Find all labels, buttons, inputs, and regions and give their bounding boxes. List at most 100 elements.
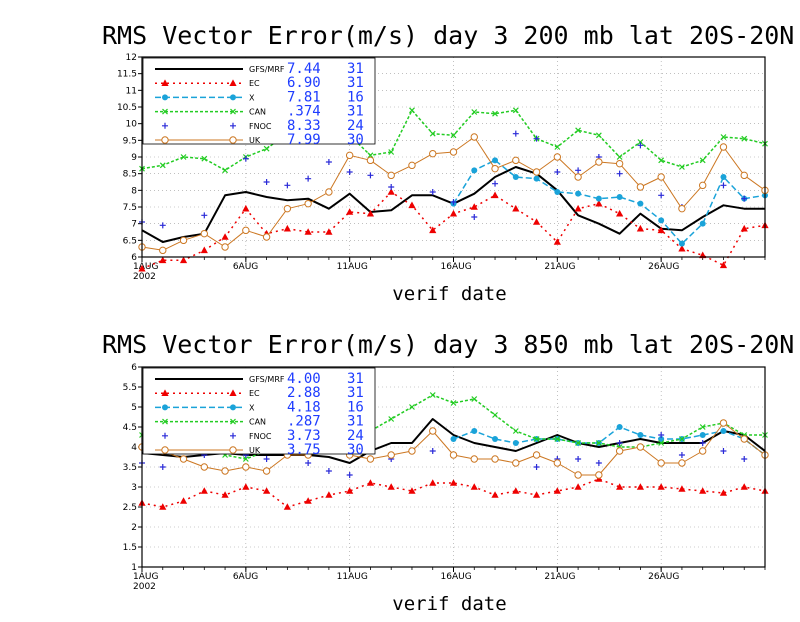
data-point (179, 256, 188, 264)
data-point (637, 139, 644, 145)
data-point (159, 464, 166, 470)
legend-box (142, 57, 376, 145)
legend-entry: FNOC 8.33 24 (162, 118, 364, 134)
plot-frame (141, 366, 766, 568)
data-point (679, 436, 685, 442)
x-tick-label: 1AUG (133, 572, 158, 582)
data-point (409, 107, 415, 114)
plot-frame (141, 56, 766, 258)
data-point (159, 222, 166, 229)
legend-entry: GFS/MRF 7.44 31 (155, 61, 364, 77)
data-point (512, 174, 519, 180)
x-tick-label: 21AUG (544, 262, 575, 272)
legend-marker (230, 122, 236, 129)
legend-marker (161, 136, 169, 144)
data-point (470, 455, 478, 463)
legend-marker (230, 108, 236, 115)
data-point (449, 451, 458, 459)
data-point (283, 503, 291, 510)
data-point (678, 485, 686, 492)
data-point (305, 175, 312, 182)
legend-series-name: X (249, 93, 255, 102)
data-point (388, 149, 395, 155)
data-point (221, 233, 229, 240)
data-point (325, 468, 332, 474)
data-point (325, 228, 333, 235)
x-tick-label: 11AUG (337, 262, 368, 272)
data-point (471, 396, 478, 402)
series-uk (138, 133, 769, 255)
data-point (699, 440, 706, 446)
legend-series-mean: .374 (287, 104, 321, 120)
data-point (658, 440, 665, 446)
legend-marker (229, 79, 237, 86)
y-tick-label: 9.5 (123, 136, 137, 146)
x-tick-label: 6AUG (233, 262, 258, 272)
y-tick-label: 11 (126, 86, 137, 96)
data-point (262, 467, 271, 475)
data-point (221, 491, 229, 498)
plot-area (138, 107, 769, 272)
data-point (657, 226, 665, 234)
data-point (553, 487, 561, 494)
data-point (346, 472, 353, 478)
data-point (616, 194, 623, 200)
data-point (720, 134, 727, 140)
data-point (450, 436, 457, 442)
legend-series-mean: 3.73 (287, 428, 321, 444)
legend-marker (161, 446, 169, 454)
data-point (740, 483, 748, 490)
data-point (616, 440, 623, 446)
legend-series-count: 31 (347, 75, 364, 91)
data-point (575, 167, 582, 174)
data-point (222, 167, 228, 174)
legend-series-count: 24 (347, 428, 364, 444)
data-point (678, 204, 686, 213)
data-point (429, 189, 436, 195)
data-point (200, 487, 208, 494)
data-point (449, 479, 458, 486)
chart-panel-1: RMS Vector Error(m/s) day 3 200 mb lat 2… (102, 21, 794, 305)
legend-series-name: X (249, 403, 255, 412)
data-point (429, 427, 437, 435)
data-point (346, 169, 353, 175)
legend-series-name: GFS/MRF (249, 375, 285, 384)
data-point (367, 152, 374, 159)
legend-marker (229, 446, 237, 454)
legend-entry: UK 3.75 30 (155, 442, 364, 458)
data-point (387, 188, 395, 195)
data-point (512, 428, 519, 434)
y-tick-label: 12 (126, 53, 137, 63)
data-point (429, 149, 437, 158)
data-point (699, 447, 707, 455)
chart-title: RMS Vector Error(m/s) day 3 200 mb lat 2… (102, 21, 794, 50)
data-point (408, 447, 416, 455)
data-point (471, 214, 478, 220)
series-line (453, 426, 766, 456)
data-point (553, 459, 562, 467)
legend-series-count: 30 (347, 442, 364, 458)
data-point (304, 497, 312, 504)
data-point (346, 487, 354, 494)
legend-series-count: 16 (347, 89, 364, 105)
legend-series-count: 31 (347, 414, 364, 430)
y-tick-label: 3 (131, 483, 137, 493)
data-point (720, 182, 727, 189)
legend-series-mean: 8.33 (287, 118, 321, 134)
data-point (678, 459, 686, 467)
x-tick-label: 26AUG (648, 572, 679, 582)
y-tick-label: 1.5 (123, 543, 137, 553)
data-point (200, 229, 209, 238)
data-point (200, 246, 208, 254)
data-point (492, 436, 499, 442)
data-point (262, 233, 271, 241)
data-point (595, 195, 602, 202)
y-tick-label: 6 (131, 253, 137, 263)
data-point (408, 487, 416, 494)
data-point (263, 179, 270, 185)
data-point (284, 182, 291, 189)
legend-series-name: EC (249, 389, 260, 398)
legend-entry: FNOC 3.73 24 (162, 428, 364, 444)
data-point (574, 471, 582, 479)
y-tick-label: 9 (131, 153, 137, 163)
